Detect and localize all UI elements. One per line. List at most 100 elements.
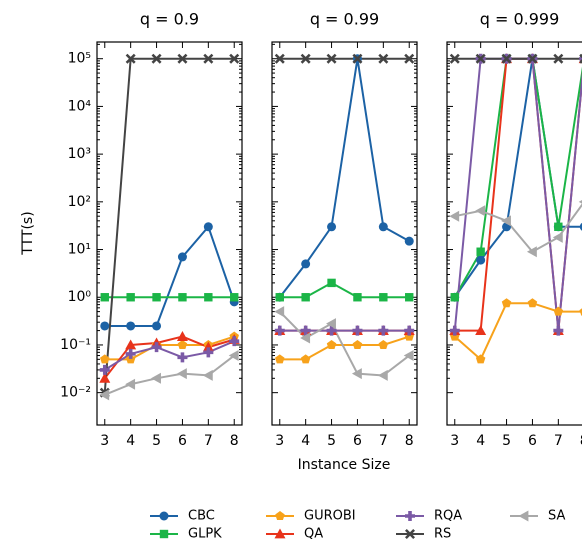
series-line <box>454 203 582 253</box>
marker <box>99 372 111 383</box>
marker <box>100 354 110 364</box>
marker <box>275 511 285 521</box>
plot-area <box>274 53 415 381</box>
marker <box>405 293 414 302</box>
marker <box>476 247 485 256</box>
legend-label: SA <box>548 509 565 524</box>
marker <box>554 222 563 231</box>
marker <box>579 53 582 64</box>
marker <box>274 528 286 539</box>
marker <box>449 325 460 336</box>
marker <box>501 215 511 227</box>
panel-title: q = 0.9 <box>140 10 199 29</box>
plot-area <box>99 53 240 401</box>
x-tick-label: 8 <box>580 433 582 449</box>
y-tick-label: 10⁻¹ <box>60 337 91 353</box>
marker <box>475 205 486 217</box>
marker <box>352 53 363 64</box>
x-tick-label: 3 <box>275 433 284 449</box>
y-tick-label: 10⁴ <box>68 98 92 114</box>
marker <box>527 298 538 308</box>
marker <box>404 53 415 64</box>
x-tick-label: 6 <box>353 433 362 449</box>
marker <box>405 511 415 521</box>
marker <box>125 348 136 359</box>
marker <box>476 255 486 265</box>
marker <box>578 200 582 204</box>
x-tick-label: 6 <box>178 433 187 449</box>
marker <box>176 331 188 341</box>
marker <box>202 341 214 352</box>
marker <box>326 339 337 350</box>
y-tick-label: 10³ <box>68 146 91 162</box>
marker <box>450 293 459 302</box>
marker <box>177 252 187 262</box>
marker <box>151 372 161 384</box>
series-line <box>104 224 236 327</box>
marker <box>203 347 214 358</box>
marker <box>177 339 188 350</box>
marker <box>151 342 162 353</box>
plot-frame <box>446 41 582 426</box>
marker <box>177 53 188 64</box>
marker <box>475 53 486 64</box>
series-line <box>453 58 582 298</box>
marker <box>230 293 239 302</box>
marker <box>475 325 487 335</box>
marker <box>404 236 414 246</box>
marker <box>99 389 110 401</box>
x-tick-label: 7 <box>379 433 388 449</box>
series-line <box>104 354 235 396</box>
marker <box>301 293 310 302</box>
x-tick-label: 5 <box>502 433 511 449</box>
x-tick-label: 6 <box>528 433 537 449</box>
marker <box>151 53 162 64</box>
panel-title: q = 0.999 <box>480 10 560 29</box>
marker <box>352 339 363 350</box>
marker <box>229 336 240 347</box>
marker <box>378 325 389 336</box>
marker <box>378 53 389 64</box>
marker <box>405 529 415 539</box>
marker <box>300 332 311 344</box>
marker <box>553 325 564 336</box>
marker <box>274 325 285 336</box>
legend-label: RS <box>434 527 451 542</box>
legend-label: GLPK <box>188 527 222 542</box>
marker <box>100 321 110 331</box>
series-line <box>454 302 582 361</box>
y-tick-label: 10¹ <box>68 242 91 258</box>
marker <box>327 278 336 288</box>
marker <box>518 510 529 522</box>
marker <box>202 369 213 381</box>
marker <box>275 293 284 302</box>
marker <box>501 298 512 308</box>
marker <box>378 222 388 232</box>
y-tick-label: 10⁰ <box>68 289 92 305</box>
panel-title: q = 0.99 <box>310 10 379 29</box>
marker <box>203 222 213 232</box>
marker <box>379 293 388 302</box>
marker <box>99 364 110 375</box>
x-tick-label: 8 <box>230 433 239 449</box>
y-tick-label: 10⁻² <box>60 385 91 401</box>
marker <box>204 293 213 302</box>
marker <box>125 339 137 350</box>
series-line <box>453 57 582 298</box>
x-tick-label: 4 <box>476 433 485 449</box>
marker <box>159 511 169 521</box>
series-line <box>103 57 235 393</box>
marker <box>177 352 188 363</box>
legend-label: GUROBI <box>304 509 356 524</box>
legend-label: QA <box>304 527 323 542</box>
marker <box>326 318 336 330</box>
plot-frame <box>271 41 418 426</box>
series-line <box>103 335 235 379</box>
y-tick-label: 10⁵ <box>68 51 91 67</box>
marker <box>229 53 240 64</box>
marker <box>125 378 136 390</box>
marker <box>176 368 187 380</box>
marker <box>300 354 311 364</box>
x-tick-label: 8 <box>405 433 414 449</box>
marker <box>326 53 337 64</box>
